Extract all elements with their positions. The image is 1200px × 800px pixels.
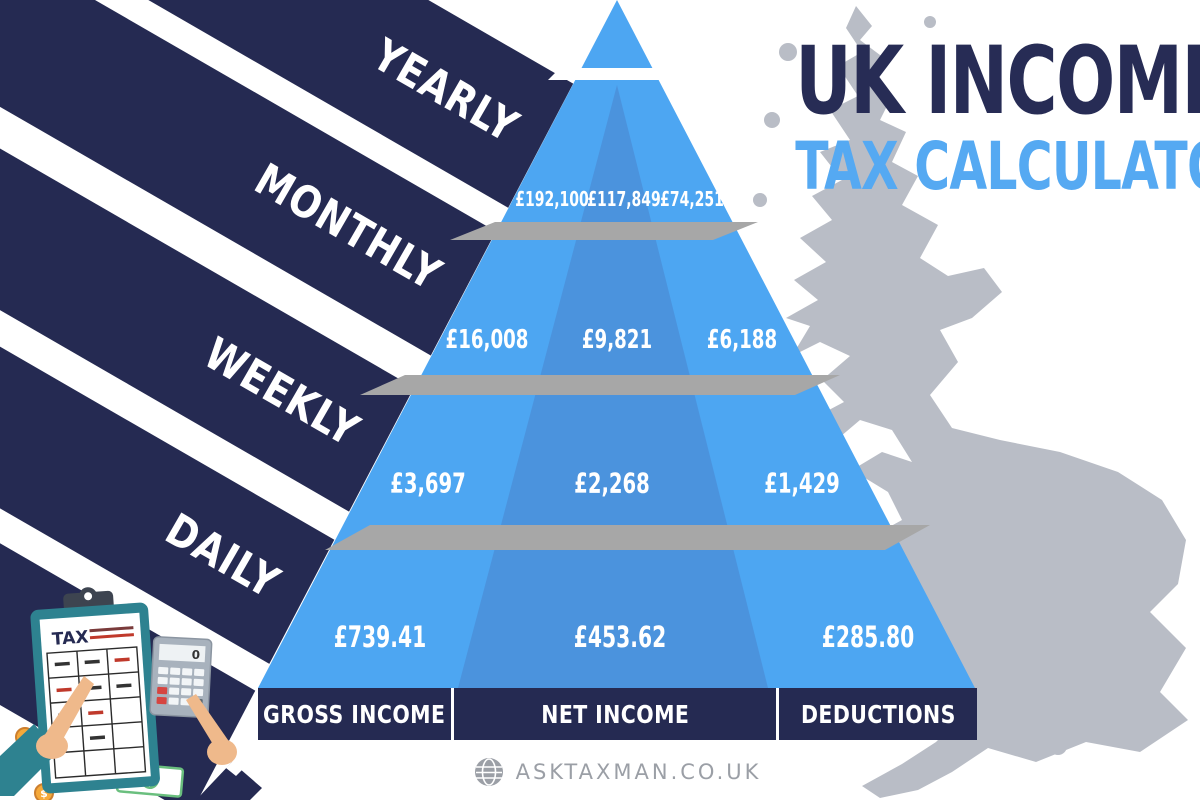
tax-document-title: TAX (51, 627, 89, 650)
globe-icon (474, 758, 503, 786)
value-yearly-gross: £192,100 (515, 187, 589, 211)
column-header-bar: GROSS INCOME NET INCOME DEDUCTIONS (258, 688, 977, 740)
value-daily-net: £453.62 (573, 620, 667, 654)
value-daily-deductions: £285.80 (821, 620, 915, 654)
pyramid-separator-grey-2 (360, 375, 840, 395)
column-net-income-label: NET INCOME (540, 699, 689, 729)
value-monthly-net: £9,821 (581, 325, 653, 355)
right-hand (186, 694, 262, 800)
coin-currency: $ (40, 787, 48, 800)
value-yearly-net: £117,849 (587, 187, 661, 211)
title-block: UK INCOME TAX CALCULATOR (738, 34, 1200, 200)
value-weekly-deductions: £1,429 (764, 466, 840, 500)
map-island (779, 43, 797, 61)
left-hand (0, 676, 94, 796)
website-url: ASKTAXMAN.CO.UK (515, 760, 762, 784)
column-net-income: NET INCOME (454, 688, 776, 740)
map-island (753, 193, 767, 207)
column-gross-income-label: GROSS INCOME (263, 699, 446, 729)
pyramid-separator-grey-3 (325, 525, 930, 550)
map-island (924, 16, 936, 28)
calculator-display: 0 (191, 648, 200, 662)
map-island-isle-of-wight (1049, 737, 1067, 755)
value-weekly-gross: £3,697 (390, 466, 466, 500)
value-daily-gross: £739.41 (333, 620, 427, 654)
column-gross-income: GROSS INCOME (258, 688, 451, 740)
pyramid-separator-grey-1 (450, 222, 758, 240)
column-deductions-label: DEDUCTIONS (800, 699, 956, 729)
value-monthly-gross: £16,008 (445, 325, 529, 355)
tax-clipboard: TAX (30, 587, 160, 794)
website-line: ASKTAXMAN.CO.UK (258, 752, 977, 792)
column-deductions: DEDUCTIONS (778, 688, 977, 740)
pyramid-separator-white (548, 68, 672, 80)
map-island (764, 112, 780, 128)
value-weekly-net: £2,268 (574, 466, 650, 500)
value-yearly-deductions: £74,251 (660, 187, 724, 211)
value-monthly-deductions: £6,188 (706, 325, 778, 355)
